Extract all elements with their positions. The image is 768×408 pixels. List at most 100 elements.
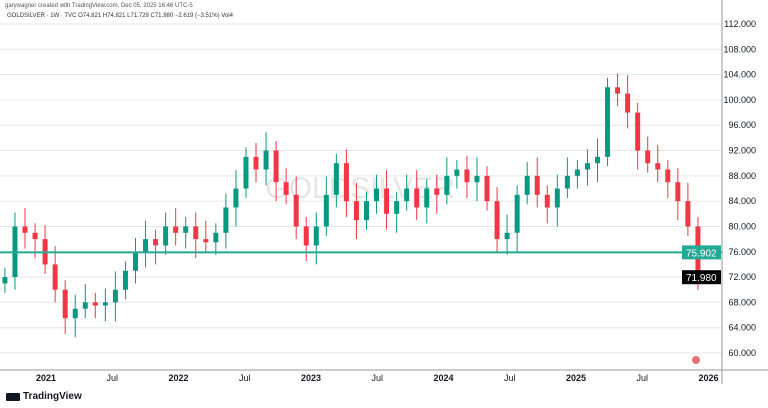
candle-body <box>605 87 611 157</box>
candle-body <box>574 169 580 176</box>
candle-body <box>625 93 631 113</box>
candle-body <box>414 188 420 208</box>
candle-body <box>554 188 560 208</box>
x-tick-label: Jul <box>371 373 383 383</box>
candle-body <box>404 188 410 202</box>
candle-body <box>534 175 540 195</box>
candle-body <box>243 156 249 189</box>
symbol-legend: GOLDSILVER · 1W · TVC O74.821 H74.821 L7… <box>7 13 233 19</box>
y-tick-label: 112.000 <box>724 19 756 29</box>
candle-body <box>153 239 159 246</box>
y-tick-label: 92.000 <box>728 146 756 156</box>
candle-body <box>223 207 229 233</box>
candle-body <box>112 289 118 303</box>
y-tick-label: 60.000 <box>728 348 756 358</box>
candle-body <box>424 188 430 208</box>
last-price-tag <box>682 270 721 285</box>
candle-body <box>685 201 691 227</box>
candle-body <box>122 270 128 290</box>
us-flag-event-icon <box>692 356 700 364</box>
candle-body <box>464 169 470 183</box>
candle-body <box>92 302 98 306</box>
candle-body <box>384 188 390 214</box>
x-tick-label: Jul <box>239 373 251 383</box>
candle-body <box>253 156 259 170</box>
candle-body <box>615 87 621 94</box>
candle-body <box>313 226 319 246</box>
x-tick-label: 2022 <box>168 373 188 383</box>
y-tick-label: 76.000 <box>728 247 756 257</box>
candle-body <box>655 163 661 170</box>
candle-body <box>394 201 400 214</box>
x-tick-label: Jul <box>504 373 516 383</box>
tradingview-logo[interactable]: TradingView <box>6 391 82 402</box>
candle-body <box>82 302 88 309</box>
candle-body <box>102 302 108 306</box>
candle-body <box>514 194 520 233</box>
y-tick-label: 108.000 <box>723 44 756 54</box>
candle-body <box>494 201 500 240</box>
y-tick-label: 96.000 <box>728 120 756 130</box>
candle-body <box>283 182 289 195</box>
candle-body <box>645 150 651 164</box>
candle-body <box>584 163 590 170</box>
candle-body <box>293 194 299 227</box>
y-tick-label: 88.000 <box>728 171 756 181</box>
candle-body <box>263 150 269 170</box>
candle-body <box>203 239 209 243</box>
x-tick-label: 2021 <box>36 373 56 383</box>
candle-body <box>173 226 179 233</box>
candle-body <box>183 226 189 233</box>
candle-body <box>143 239 149 252</box>
candle-body <box>273 150 279 183</box>
candle-body <box>594 156 600 164</box>
candle-body <box>213 232 219 243</box>
x-tick-label: 2024 <box>433 373 453 383</box>
candle-body <box>484 175 490 202</box>
y-tick-label: 64.000 <box>728 323 756 333</box>
y-tick-label: 84.000 <box>728 196 756 206</box>
y-tick-label: 104.000 <box>723 70 756 80</box>
candle-body <box>132 251 138 271</box>
candle-body <box>434 188 440 195</box>
candle-body <box>474 175 480 183</box>
y-tick-label: 72.000 <box>728 272 756 282</box>
candle-body <box>72 308 78 319</box>
x-tick-label: Jul <box>636 373 648 383</box>
logo-icon <box>6 392 20 401</box>
x-tick-label: 2026 <box>698 373 718 383</box>
candle-body <box>233 188 239 208</box>
candle-body <box>675 182 681 202</box>
hline-price-tag <box>682 245 721 260</box>
candle-body <box>353 201 359 221</box>
candle-body <box>454 169 460 176</box>
candle-body <box>374 188 380 202</box>
candle-body <box>504 232 510 240</box>
hline-price-label: 75.902 <box>686 248 717 259</box>
candle-body <box>444 175 450 195</box>
y-tick-label: 100.000 <box>723 95 756 105</box>
x-tick-label: Jul <box>106 373 118 383</box>
credit-text: garywagner created with TradingView.com,… <box>5 3 193 9</box>
candle-body <box>32 232 38 240</box>
last-price-label: 71.980 <box>686 273 717 284</box>
candle-body <box>544 194 550 208</box>
y-tick-label: 68.000 <box>728 297 756 307</box>
candle-body <box>665 169 671 183</box>
candle-body <box>635 112 641 151</box>
candle-body <box>333 163 339 195</box>
x-tick-label: 2025 <box>566 373 586 383</box>
candle-body <box>363 201 369 221</box>
candle-body <box>52 264 58 290</box>
candle-body <box>22 226 28 233</box>
y-tick-label: 80.000 <box>728 221 756 231</box>
candle-body <box>163 226 169 246</box>
candle-body <box>524 175 530 195</box>
candle-body <box>2 277 8 284</box>
candle-body <box>564 175 570 189</box>
brand-label: TradingView <box>23 391 82 402</box>
candle-body <box>303 226 309 246</box>
candle-body <box>343 163 349 202</box>
x-tick-label: 2023 <box>301 373 321 383</box>
